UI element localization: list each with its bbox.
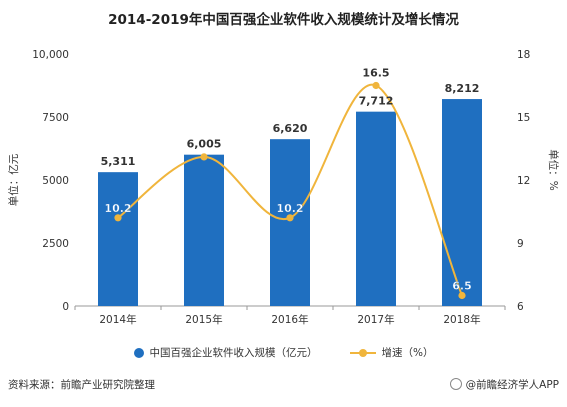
growth-line bbox=[117, 83, 463, 296]
growth-point bbox=[458, 291, 466, 300]
growth-point bbox=[286, 214, 294, 222]
y-tick-label: 0 bbox=[62, 301, 69, 313]
bar-value-label: 7,712 bbox=[359, 95, 394, 108]
y-axis-title: 单位：亿元 bbox=[7, 153, 20, 206]
x-tick-label: 2015年 bbox=[185, 313, 222, 326]
bar-value-label: 6,620 bbox=[273, 122, 308, 135]
legend-line-swatch bbox=[349, 348, 376, 358]
growth-value-label: 10.2 bbox=[276, 202, 303, 215]
x-tick-label: 2016年 bbox=[271, 313, 308, 326]
y-tick-label: 2500 bbox=[42, 238, 69, 250]
bar bbox=[270, 139, 310, 306]
y2-tick-label: 6 bbox=[517, 301, 524, 313]
chart-legend: 中国百强企业软件收入规模（亿元） 增速（%） bbox=[0, 345, 567, 360]
bar-series bbox=[98, 99, 482, 307]
legend-line-label: 增速（%） bbox=[381, 347, 434, 359]
legend-bar-label: 中国百强企业软件收入规模（亿元） bbox=[149, 347, 318, 359]
source-note: 资料来源：前瞻产业研究院整理 bbox=[8, 378, 155, 391]
bar bbox=[442, 99, 482, 306]
growth-point bbox=[372, 81, 380, 90]
y2-tick-label: 18 bbox=[517, 49, 530, 61]
bar bbox=[184, 154, 224, 306]
line-series bbox=[114, 81, 466, 300]
x-tick-label: 2014年 bbox=[99, 313, 136, 326]
bar-value-label: 6,005 bbox=[187, 138, 222, 151]
brand-credit: @前瞻经济学人APP bbox=[449, 377, 559, 392]
data-labels: 5,311 6,005 6,620 7,712 8,212 10.2 10.2 16.5 6.5 bbox=[101, 67, 480, 293]
growth-value-label: 16.5 bbox=[362, 67, 389, 80]
bar-value-label: 8,212 bbox=[445, 82, 480, 95]
y2-tick-label: 15 bbox=[517, 112, 530, 124]
growth-point bbox=[200, 153, 208, 161]
chart-axes: 2014年 2015年 2016年 2017年 2018年 0 2500 5000 7500 10… bbox=[7, 49, 560, 326]
footer: 资料来源：前瞻产业研究院整理 @前瞻经济学人APP bbox=[8, 376, 559, 392]
bar bbox=[356, 111, 396, 307]
legend-bar-swatch bbox=[133, 347, 144, 358]
growth-value-label: 6.5 bbox=[452, 280, 472, 293]
y2-tick-label: 12 bbox=[517, 175, 530, 187]
y2-tick-label: 9 bbox=[517, 238, 524, 250]
legend-item-revenue: 中国百强企业软件收入规模（亿元） bbox=[133, 345, 318, 360]
bar bbox=[98, 172, 138, 306]
x-tick-label: 2018年 bbox=[443, 313, 480, 326]
growth-point bbox=[114, 214, 122, 222]
bar-value-label: 5,311 bbox=[101, 155, 136, 168]
y-tick-label: 10,000 bbox=[32, 49, 69, 61]
chart-title: 2014-2019年中国百强企业软件收入规模统计及增长情况 bbox=[108, 12, 459, 28]
growth-value-label: 10.2 bbox=[104, 202, 131, 215]
y-tick-label: 5000 bbox=[42, 175, 69, 187]
brand-logo-icon bbox=[449, 378, 462, 390]
combo-chart: 2014年 2015年 2016年 2017年 2018年 0 2500 5000 7500 10… bbox=[7, 49, 560, 326]
brand-text: @前瞻经济学人APP bbox=[465, 378, 559, 391]
y2-axis-title: 单位：% bbox=[547, 149, 560, 190]
legend-item-growth: 增速（%） bbox=[349, 345, 434, 360]
y-tick-label: 7500 bbox=[42, 112, 69, 124]
x-tick-label: 2017年 bbox=[357, 313, 394, 326]
